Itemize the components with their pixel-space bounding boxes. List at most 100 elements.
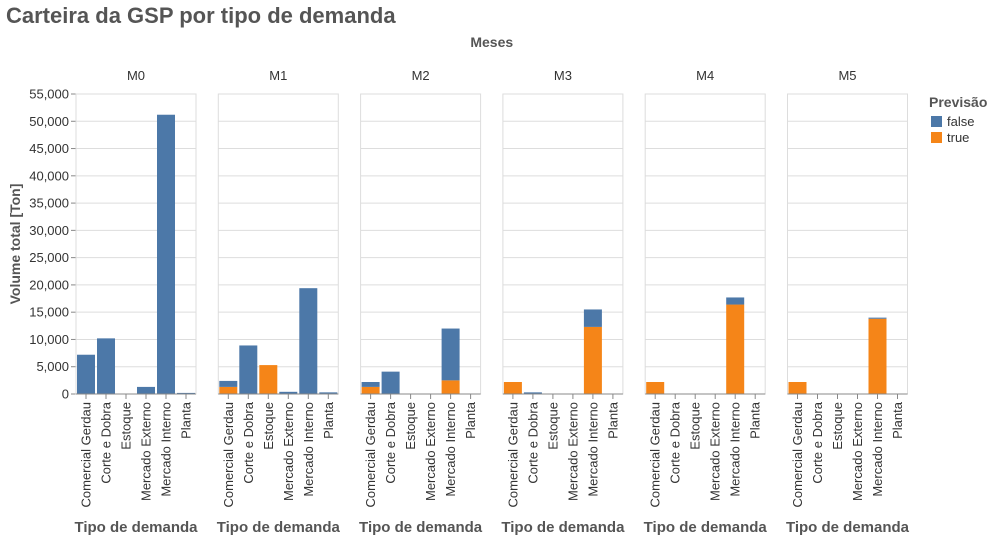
x-tick-label: Corte e Dobra (241, 401, 256, 483)
legend-label-false: false (947, 114, 974, 129)
x-axis-title: Tipo de demanda (217, 519, 341, 536)
facet-panel-m5: M5 Comercial Gerdau Corte e Dobra Estoque Me… (786, 68, 910, 536)
y-tick-label: 15,000 (29, 305, 69, 320)
bar-true-m5-5 (868, 318, 887, 394)
facet-label: M2 (412, 68, 430, 83)
bar-false-m3-5 (583, 309, 602, 327)
bar-false-m2-1 (361, 382, 380, 387)
bar-true-m2-5 (441, 380, 460, 394)
x-tick-label: Mercado Interno (301, 402, 316, 497)
y-tick-label: 0 (62, 387, 69, 402)
y-tick-label: 20,000 (29, 277, 69, 292)
panel-frame (787, 93, 908, 395)
y-tick-label: 45,000 (29, 141, 69, 156)
x-tick-label: Planta (321, 401, 336, 439)
bar-true-m1-3 (259, 365, 278, 394)
x-tick-label: Planta (605, 401, 620, 439)
legend-label-true: true (947, 130, 969, 145)
x-tick-label: Comercial Gerdau (648, 402, 663, 508)
bar-false-m0-6 (177, 392, 195, 394)
y-tick-label: 5,000 (36, 359, 69, 374)
facet-label: M4 (696, 68, 714, 83)
x-tick-label: Mercado Externo (565, 402, 580, 501)
bar-true-m2-1 (361, 386, 380, 394)
x-tick-label: Comercial Gerdau (790, 402, 805, 508)
y-tick-label: 40,000 (29, 168, 69, 183)
y-axis: 0 5,000 10,000 15,000 20,000 25,000 30,000 35,0… (29, 87, 77, 402)
x-tick-label: Mercado Externo (139, 402, 154, 501)
x-tick-label: Estoque (119, 402, 134, 450)
facet-panel-m0: M0 Comercial Gerdau Corte e Dobra Estoque Me… (74, 68, 198, 536)
legend-title: Previsão (929, 94, 987, 110)
y-tick-label: 50,000 (29, 114, 69, 129)
x-tick-label: Mercado Externo (281, 402, 296, 501)
x-tick-label: Planta (890, 401, 905, 439)
bar-false-m1-2 (239, 345, 258, 394)
facet-panel-m4: M4 Comercial Gerdau Corte e Dobra Estoque Me… (644, 68, 768, 536)
x-tick-label: Mercado Interno (443, 402, 458, 497)
facet-panel-m3: M3 Comercial Gerdau Corte e Dobra Estoque Me… (501, 68, 625, 536)
x-tick-label: Estoque (261, 402, 276, 450)
x-tick-label: Mercado Interno (585, 402, 600, 497)
y-tick-label: 55,000 (29, 87, 69, 102)
y-tick-label: 25,000 (29, 250, 69, 265)
bar-false-m0-5 (157, 114, 175, 395)
x-tick-label: Comercial Gerdau (221, 402, 236, 508)
bar-false-m0-1 (77, 354, 95, 394)
bar-false-m3-2 (523, 392, 542, 394)
x-tick-label: Comercial Gerdau (79, 402, 94, 508)
y-tick-label: 30,000 (29, 223, 69, 238)
x-tick-label: Mercado Externo (708, 402, 723, 501)
x-axis-title: Tipo de demanda (359, 519, 483, 536)
x-axis-title: Tipo de demanda (501, 519, 625, 536)
bar-false-m5-5 (868, 317, 887, 319)
bar-true-m3-5 (583, 326, 602, 394)
panel-frame (644, 93, 766, 395)
bar-false-m0-2 (97, 338, 115, 394)
facet-label: M1 (269, 68, 287, 83)
y-tick-label: 35,000 (29, 196, 69, 211)
panel-frame (217, 93, 339, 395)
bar-false-m1-1 (219, 380, 238, 387)
panel-frame (75, 93, 197, 395)
x-tick-label: Mercado Interno (870, 402, 885, 497)
panel-frame (360, 93, 482, 395)
panel-frame (502, 93, 624, 395)
bar-true-m4-5 (726, 304, 745, 394)
bar-false-m0-4 (137, 386, 155, 394)
bar-false-m1-6 (319, 392, 338, 394)
x-tick-label: Planta (748, 401, 763, 439)
x-tick-label: Estoque (403, 402, 418, 450)
x-tick-label: Estoque (830, 402, 845, 450)
facet-label: M0 (127, 68, 145, 83)
bar-true-m1-1 (219, 386, 238, 394)
x-tick-label: Corte e Dobra (668, 401, 683, 483)
bar-false-m1-5 (299, 288, 318, 394)
bar-false-m4-5 (726, 297, 745, 305)
x-tick-label: Comercial Gerdau (505, 402, 520, 508)
x-axis-title: Tipo de demanda (786, 519, 910, 536)
facet-panel-m2: M2 Comercial Gerdau Corte e Dobra Estoque Me… (359, 68, 483, 536)
x-tick-label: Mercado Interno (159, 402, 174, 497)
bar-true-m4-1 (646, 382, 665, 394)
y-tick-label: 10,000 (29, 332, 69, 347)
facet-label: M5 (838, 68, 856, 83)
x-tick-label: Comercial Gerdau (363, 402, 378, 508)
bar-false-m2-2 (381, 371, 400, 394)
x-tick-label: Corte e Dobra (810, 401, 825, 483)
bar-false-m2-5 (441, 328, 460, 381)
legend-swatch-false (931, 116, 942, 127)
x-axis-title: Tipo de demanda (644, 519, 768, 536)
chart-title: Carteira da GSP por tipo de demanda (6, 3, 396, 28)
bar-true-m3-1 (503, 382, 522, 394)
bar-false-m1-4 (279, 391, 298, 394)
x-tick-label: Corte e Dobra (99, 401, 114, 483)
x-tick-label: Estoque (688, 402, 703, 450)
x-tick-label: Mercado Interno (728, 402, 743, 497)
x-axis-title: Tipo de demanda (74, 519, 198, 536)
facet-header: Meses (470, 34, 513, 50)
x-tick-label: Corte e Dobra (525, 401, 540, 483)
y-axis-title: Volume total [Ton] (7, 184, 23, 305)
